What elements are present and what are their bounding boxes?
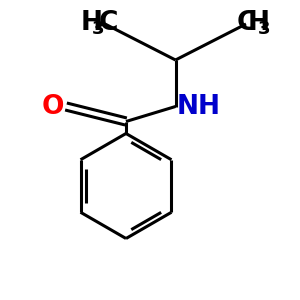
Text: 3: 3 <box>92 20 104 38</box>
Text: H: H <box>248 10 269 35</box>
Text: O: O <box>42 94 64 119</box>
Text: H: H <box>81 10 103 35</box>
Text: C: C <box>99 10 118 35</box>
Text: NH: NH <box>177 94 221 119</box>
Text: C: C <box>237 10 256 35</box>
Text: 3: 3 <box>257 20 270 38</box>
